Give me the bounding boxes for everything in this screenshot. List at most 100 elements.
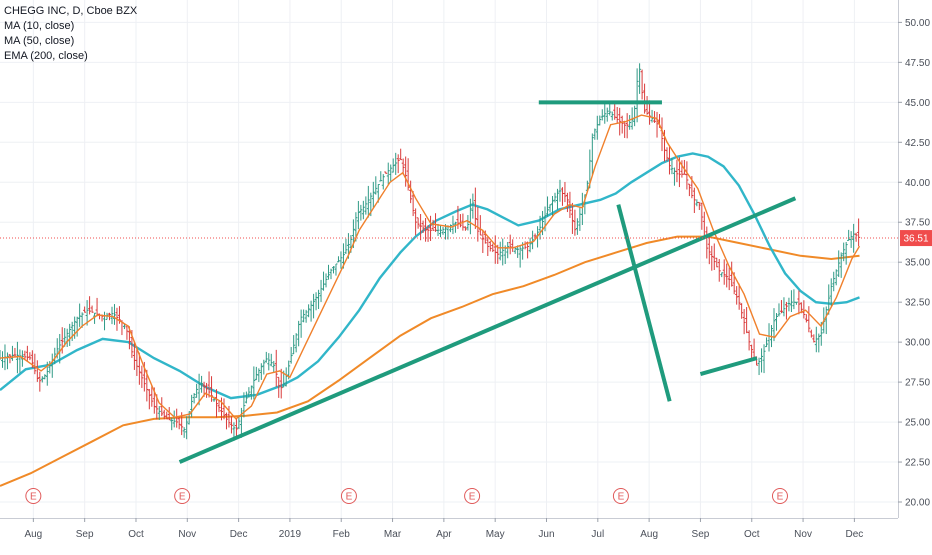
- ohlc-bar-286: [710, 245, 714, 271]
- y-tick-label-10: 45.00: [905, 98, 930, 109]
- ohlc-bar-300: [745, 307, 749, 334]
- y-tick-label-12: 50.00: [905, 18, 930, 29]
- ohlc-bar-90: [222, 398, 226, 420]
- ohlc-bar-46: [112, 304, 116, 325]
- ohlc-bar-313: [777, 303, 781, 317]
- ohlc-bar-173: [429, 215, 433, 241]
- ohlc-bar-129: [319, 279, 323, 302]
- ohlc-bar-177: [439, 225, 443, 238]
- price-axis[interactable]: 20.00 22.50 25.00 27.50 30.00 32.50 35.00 37.50…: [898, 0, 932, 550]
- ohlc-bar-307: [762, 344, 766, 374]
- ohlc-bar-31: [75, 316, 79, 337]
- ohlc-bar-227: [563, 181, 567, 203]
- ohlc-bar-228: [565, 192, 569, 213]
- ohlc-bar-323: [802, 300, 806, 319]
- symbol-title[interactable]: CHEGG INC, D, Cboe BZX: [4, 5, 138, 17]
- y-tick-label-0: 20.00: [905, 498, 930, 509]
- indicator-ma10[interactable]: MA (10, close): [4, 20, 75, 32]
- earnings-label-3: E: [469, 492, 476, 503]
- ohlc-bar-261: [648, 100, 652, 125]
- earnings-marker-3[interactable]: E: [464, 488, 481, 504]
- earnings-marker-2[interactable]: E: [340, 488, 357, 504]
- ohlc-bar-282: [700, 202, 704, 230]
- ohlc-bar-4: [8, 353, 12, 364]
- grid: [0, 0, 898, 518]
- ohlc-bar-206: [511, 239, 515, 252]
- ohlc-bar-92: [227, 405, 231, 428]
- ohlc-bar-259: [643, 83, 647, 114]
- ohlc-bar-232: [575, 218, 579, 235]
- ohlc-bar-340: [844, 242, 848, 265]
- ohlc-bar-246: [610, 111, 614, 121]
- ohlc-bar-320: [794, 301, 798, 305]
- ohlc-bar-131: [324, 273, 328, 288]
- ohlc-bar-1: [0, 351, 4, 368]
- earnings-marker-5[interactable]: E: [771, 488, 788, 504]
- ohlc-bar-260: [645, 96, 649, 115]
- indicator-ema200[interactable]: EMA (200, close): [4, 50, 88, 62]
- trendline-0[interactable]: [178, 196, 797, 464]
- ohlc-bar-11: [25, 345, 29, 361]
- ohlc-bar-34: [83, 306, 87, 313]
- y-tick-label-7: 37.50: [905, 218, 930, 229]
- ohlc-bar-213: [528, 237, 532, 253]
- ohlc-bar-91: [224, 412, 228, 430]
- ohlc-bar-16: [38, 371, 42, 392]
- ohlc-bar-77: [190, 394, 194, 418]
- ohlc-bar-166: [411, 191, 415, 217]
- trendline-3[interactable]: [699, 356, 758, 377]
- ohlc-bar-315: [782, 297, 786, 317]
- ohlc-bar-106: [262, 359, 266, 375]
- ohlc-bar-217: [538, 215, 542, 240]
- earnings-marker-0[interactable]: E: [25, 488, 42, 504]
- last-price-badge: [900, 230, 932, 247]
- ohlc-bar-240: [595, 115, 599, 140]
- ohlc-bar-103: [254, 366, 258, 381]
- y-tick-label-4: 30.00: [905, 338, 930, 349]
- ohlc-bar-87: [215, 389, 219, 418]
- ohlc-bar-156: [386, 162, 390, 185]
- ohlc-bar-297: [737, 283, 741, 310]
- ohlc-bar-317: [787, 297, 791, 312]
- trendlines: [178, 100, 797, 464]
- ohlc-bar-72: [177, 416, 181, 430]
- ohlc-bar-167: [414, 208, 418, 236]
- ohlc-bar-125: [309, 300, 313, 322]
- ohlc-bar-318: [789, 290, 793, 313]
- ohlc-bar-111: [274, 349, 278, 387]
- ohlc-bar-144: [356, 200, 360, 230]
- ohlc-bar-5: [10, 345, 14, 361]
- earnings-label-0: E: [30, 492, 37, 503]
- earnings-marker-1[interactable]: E: [174, 488, 191, 504]
- ohlc-bar-51: [125, 326, 129, 340]
- earnings-marker-4[interactable]: E: [612, 488, 629, 504]
- ohlc-bar-183: [453, 221, 457, 233]
- ohlc-bar-288: [715, 257, 719, 268]
- trendline-2[interactable]: [616, 204, 672, 402]
- ohlc-bar-281: [697, 201, 701, 210]
- ohlc-bar-298: [740, 303, 744, 319]
- ohlc-bar-57: [140, 365, 144, 388]
- ohlc-bar-208: [516, 245, 520, 258]
- ohlc-bar-224: [555, 188, 559, 210]
- ohlc-bar-181: [448, 224, 452, 233]
- ohlc-bar-29: [70, 321, 74, 341]
- indicator-ma50[interactable]: MA (50, close): [4, 35, 75, 47]
- ohlc-bar-269: [667, 145, 671, 175]
- ohlc-bar-319: [792, 289, 796, 310]
- ohlc-bar-170: [421, 220, 425, 233]
- ohlc-bar-8: [18, 349, 22, 373]
- ohlc-bar-96: [237, 415, 241, 430]
- ohlc-bar-279: [692, 187, 696, 213]
- ohlc-bar-192: [476, 206, 480, 242]
- x-tick-label-14: Oct: [744, 529, 760, 540]
- ohlc-bar-134: [331, 266, 335, 274]
- ohlc-bar-174: [431, 219, 435, 231]
- ohlc-bar-150: [371, 181, 375, 208]
- time-axis[interactable]: Aug Sep Oct Nov Dec 2019 Feb Mar Apr May Jun Jul Aug…: [0, 518, 898, 540]
- ohlc-bar-147: [364, 196, 368, 215]
- ohlc-bar-60: [147, 388, 151, 410]
- ohlc-bar-190: [471, 193, 475, 219]
- ohlc-bar-28: [68, 323, 72, 346]
